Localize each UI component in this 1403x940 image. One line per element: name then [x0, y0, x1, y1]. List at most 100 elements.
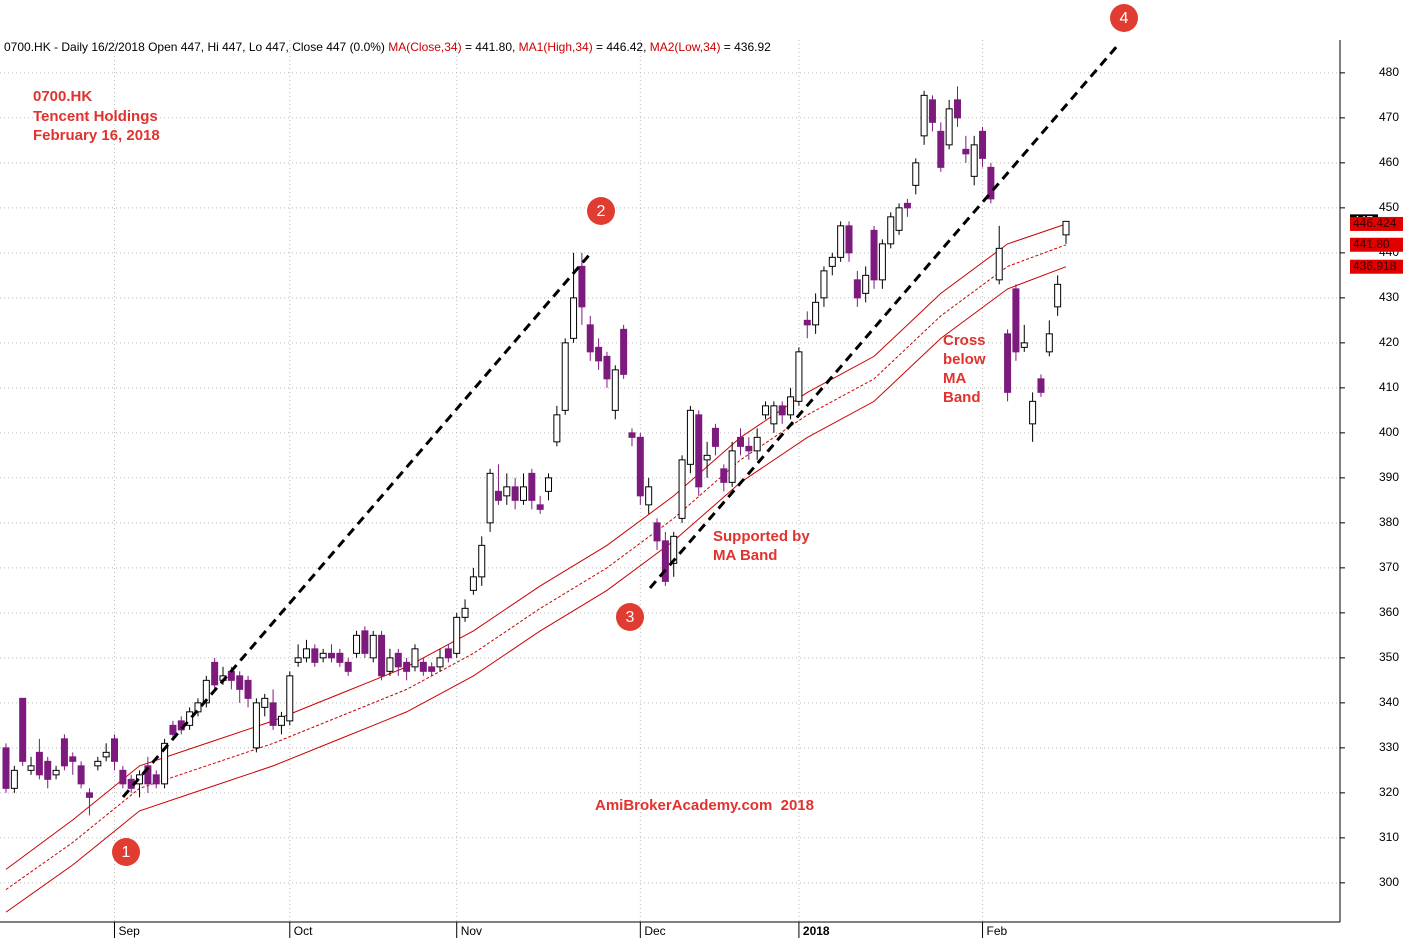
candle-body — [252, 702, 260, 749]
annotation: 0700.HK — [33, 88, 92, 105]
candle-body — [85, 792, 93, 798]
candle-body — [862, 274, 870, 294]
annotation: MA Band — [713, 547, 777, 564]
x-tick-label: 2018 — [803, 924, 830, 938]
candle-body — [161, 742, 169, 785]
candle-body — [762, 405, 770, 416]
candle-body — [695, 414, 703, 488]
y-tick-label: 310 — [1379, 830, 1399, 844]
candle-body — [945, 108, 953, 146]
legend-value: = 436.92 — [720, 40, 771, 54]
candle-body — [845, 225, 853, 254]
candle-body — [937, 130, 945, 168]
candle-body — [302, 648, 310, 659]
y-tick-label: 370 — [1379, 560, 1399, 574]
ma-line — [5, 223, 1067, 870]
candle-body — [628, 432, 636, 438]
candle-body — [678, 459, 686, 519]
marker-circle — [1110, 4, 1138, 32]
candle-body — [586, 324, 594, 353]
candle-body — [820, 270, 828, 299]
candle-body — [261, 697, 269, 708]
candle-body — [770, 405, 778, 425]
y-tick-label: 400 — [1379, 425, 1399, 439]
candle-body — [436, 657, 444, 668]
candle-body — [411, 648, 419, 668]
candle-body — [745, 445, 753, 452]
candle-body — [620, 328, 628, 375]
candle-body — [753, 436, 761, 452]
ma-line — [5, 266, 1067, 913]
candle-body — [645, 486, 653, 506]
candle-body — [69, 756, 77, 762]
legend-name: MA(Close,34) — [388, 40, 461, 54]
candle-body — [453, 616, 461, 654]
candle-body — [803, 319, 811, 326]
candle-body — [319, 652, 327, 659]
candle-body — [853, 279, 861, 299]
candle-body — [519, 486, 527, 501]
candle-body — [887, 216, 895, 245]
candle-body — [1004, 333, 1012, 393]
y-tick-label: 340 — [1379, 695, 1399, 709]
candle-body — [369, 634, 377, 659]
annotation: below — [943, 351, 986, 368]
y-tick-label: 390 — [1379, 470, 1399, 484]
candle-body — [44, 760, 52, 780]
y-tick-label: 430 — [1379, 290, 1399, 304]
candle-body — [1012, 288, 1020, 353]
candle-body — [812, 301, 820, 326]
candle-body — [736, 436, 744, 447]
end-label: 436.918 — [1353, 259, 1397, 273]
y-tick-label: 300 — [1379, 875, 1399, 889]
candle-body — [561, 342, 569, 411]
candle-body — [1054, 283, 1062, 308]
legend-value: = 446.42, — [593, 40, 650, 54]
legend-name: MA2(Low,34) — [650, 40, 721, 54]
candle-body — [895, 207, 903, 231]
candle-body — [2, 747, 10, 789]
candle-body — [244, 679, 252, 699]
candle-body — [328, 652, 336, 659]
y-tick-label: 320 — [1379, 785, 1399, 799]
candle-body — [277, 715, 285, 726]
candle-body — [394, 652, 402, 668]
candle-body — [186, 711, 194, 726]
x-tick-label: Oct — [294, 924, 313, 938]
candle-body — [494, 490, 502, 501]
candle-body — [711, 427, 719, 447]
candle-body — [227, 670, 235, 681]
candle-body — [661, 540, 669, 582]
candle-body — [344, 661, 352, 672]
candle-body — [953, 99, 961, 119]
end-label-box — [1350, 237, 1403, 252]
y-tick-label: 420 — [1379, 335, 1399, 349]
y-tick-label: 470 — [1379, 110, 1399, 124]
candle-body — [111, 738, 119, 762]
candle-body — [1062, 220, 1070, 236]
x-tick-label: Sep — [119, 924, 141, 938]
candle-body — [311, 648, 319, 663]
marker-circle — [616, 603, 644, 631]
marker-circle — [587, 197, 615, 225]
grid — [0, 40, 1340, 922]
candle-body — [837, 225, 845, 258]
candle-body — [378, 634, 386, 677]
candle-body — [294, 657, 302, 663]
header-text: 0700.HK - Daily 16/2/2018 Open 447, Hi 4… — [4, 40, 388, 54]
annotation: MA — [943, 370, 966, 387]
marker-circle — [112, 838, 140, 866]
candle-body — [336, 652, 344, 663]
candle-body — [94, 760, 102, 767]
candle-body — [419, 661, 427, 672]
candle-body — [403, 661, 411, 672]
y-tick-label: 360 — [1379, 605, 1399, 619]
candle-body — [461, 607, 469, 618]
candle-body — [670, 535, 678, 564]
candle-body — [152, 774, 160, 785]
candle-body — [386, 657, 394, 672]
candle-body — [478, 544, 486, 578]
candle-body — [1037, 378, 1045, 393]
candle-body — [236, 675, 244, 690]
